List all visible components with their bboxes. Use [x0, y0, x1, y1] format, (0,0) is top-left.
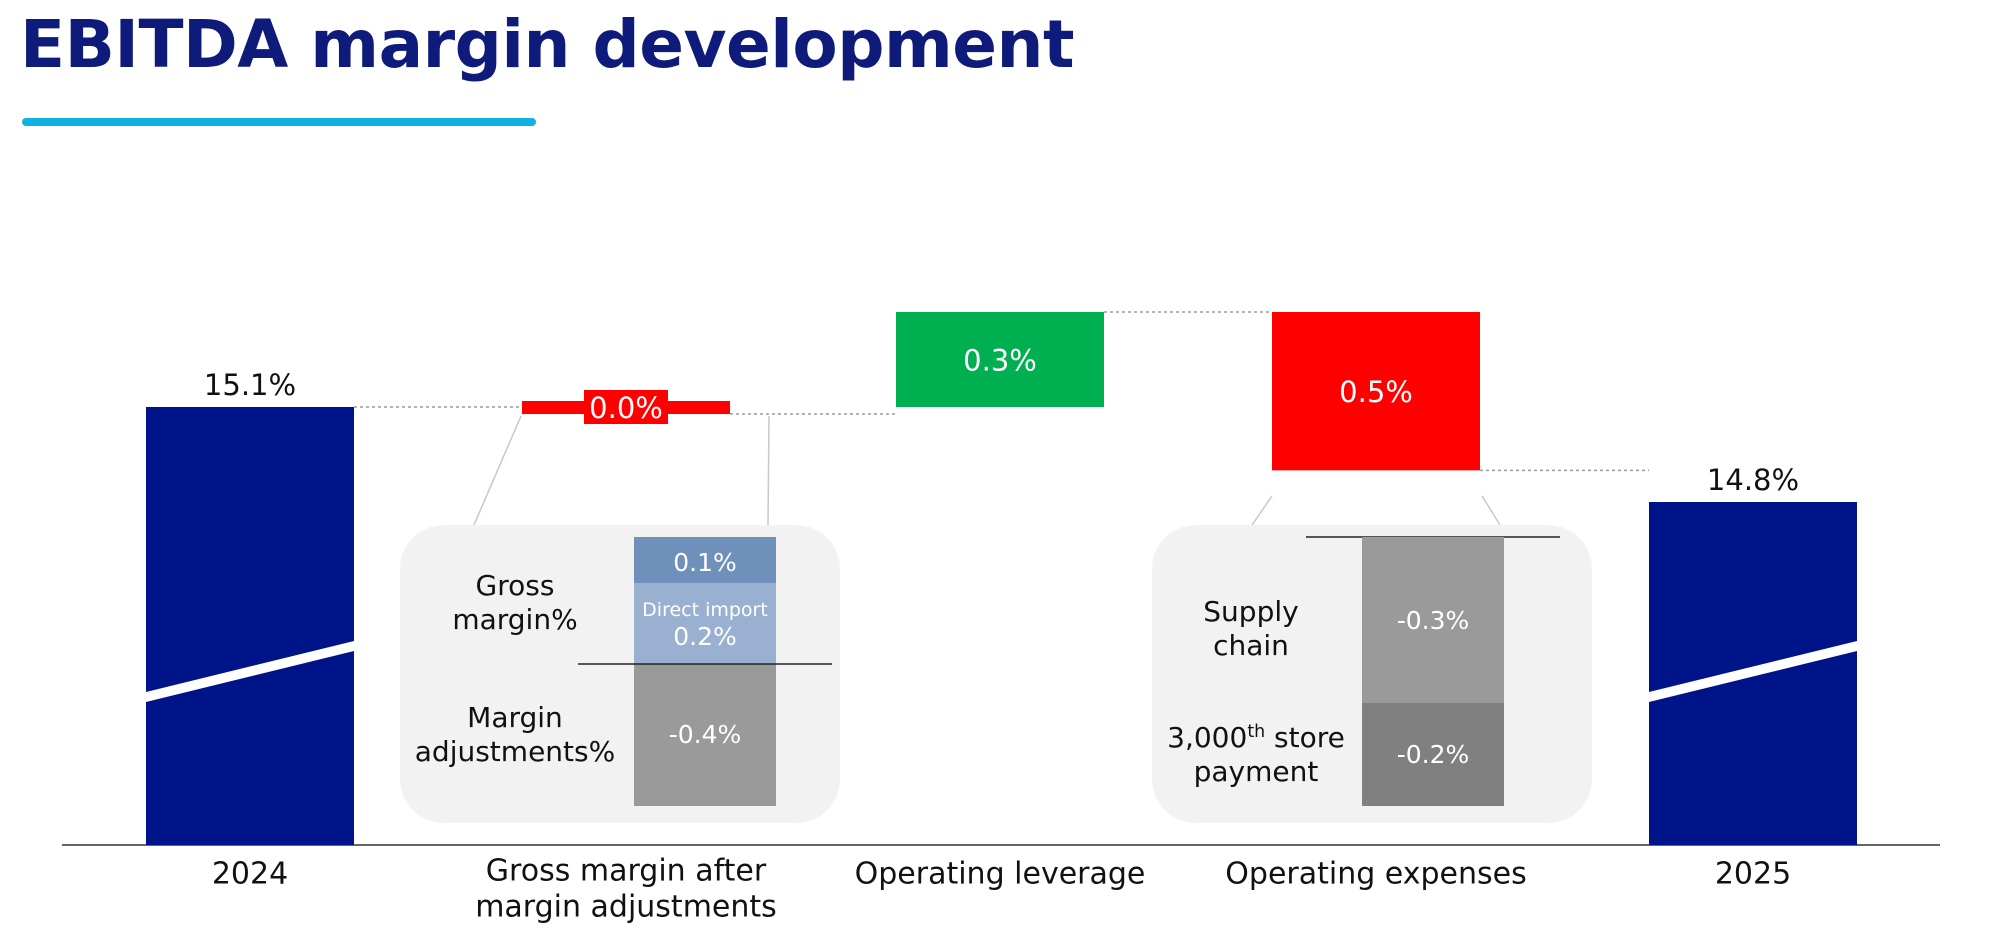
breakdown-bar-segment — [634, 583, 776, 664]
axis-break-mark — [146, 641, 354, 702]
breakdown-value-label: 0.2% — [673, 622, 737, 651]
breakdown-group-label: Gross — [476, 569, 555, 602]
breakdown-value-label: -0.3% — [1397, 606, 1470, 635]
breakdown-bar-segment — [1362, 537, 1504, 703]
callout-connector — [473, 415, 522, 526]
breakdown-group-label: payment — [1194, 755, 1319, 788]
page-title: EBITDA margin development — [20, 6, 1075, 83]
increase-bar — [896, 312, 1104, 407]
total-value-label: 14.8% — [1707, 463, 1799, 497]
breakdown-value-label: 0.1% — [673, 548, 737, 577]
decrease-bar — [1272, 312, 1480, 471]
breakdown-value-label: -0.2% — [1397, 740, 1470, 769]
callout-connector — [767, 415, 770, 526]
breakdown-group-label: Margin — [467, 701, 563, 734]
change-value-label: 0.5% — [1339, 375, 1413, 409]
breakdown-group-label: adjustments% — [415, 735, 615, 768]
category-label: 2024 — [212, 857, 288, 892]
category-label: Gross margin after — [486, 854, 767, 889]
breakdown-group-label: margin% — [452, 603, 577, 636]
change-value-label: 0.3% — [963, 344, 1037, 378]
breakdown-group-label: 3,000th store — [1167, 721, 1345, 754]
total-bar-2024 — [146, 407, 354, 845]
breakdown-bar-segment — [634, 664, 776, 806]
callout-connector — [1251, 495, 1273, 526]
title-underline — [22, 118, 536, 126]
breakdown-value-label: -0.4% — [669, 720, 742, 749]
category-label: margin adjustments — [475, 890, 777, 925]
category-label: Operating leverage — [855, 857, 1146, 892]
zero-change-label-box — [584, 390, 668, 424]
callout-connector — [1481, 495, 1501, 526]
breakdown-group-label: chain — [1213, 629, 1289, 662]
total-value-label: 15.1% — [204, 368, 296, 402]
breakdown-group-label: Supply — [1203, 595, 1298, 628]
category-label: 2025 — [1715, 857, 1791, 892]
breakdown-bar-segment — [634, 537, 776, 583]
breakdown-item-name: Direct import — [642, 599, 768, 621]
axis-break-mark — [1649, 641, 1857, 702]
change-value-label: 0.0% — [589, 391, 663, 425]
category-label: Operating expenses — [1225, 857, 1526, 892]
breakdown-bar-segment — [1362, 703, 1504, 806]
